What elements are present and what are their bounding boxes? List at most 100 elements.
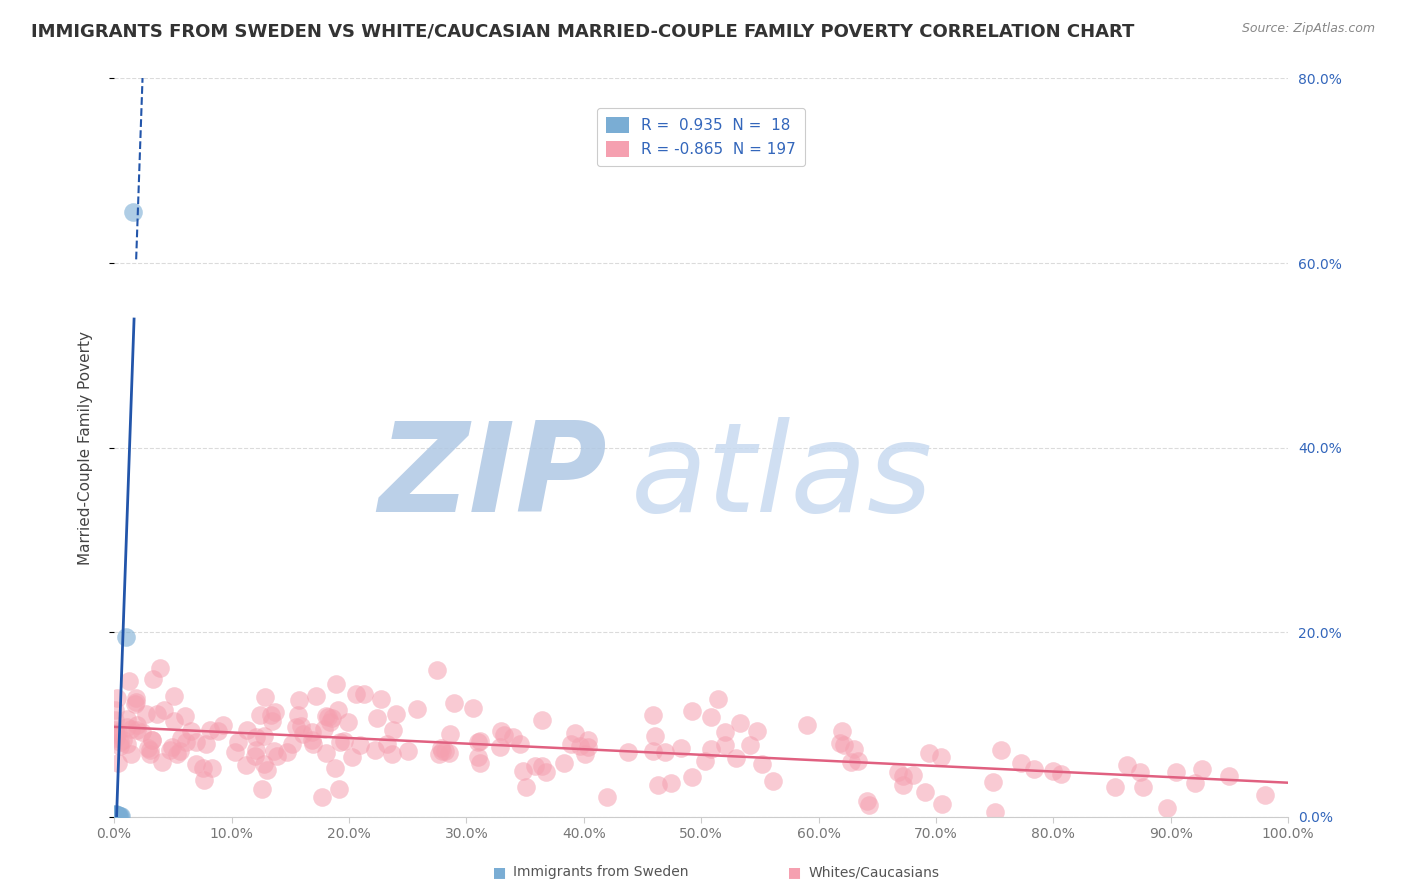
Text: atlas: atlas bbox=[631, 417, 932, 538]
Point bbox=[332, 734, 354, 748]
Point bbox=[430, 744, 453, 758]
Point bbox=[105, 807, 128, 822]
Point bbox=[163, 714, 186, 729]
Point bbox=[146, 707, 169, 722]
Point bbox=[104, 809, 127, 823]
Point bbox=[287, 693, 309, 707]
Point bbox=[152, 703, 174, 717]
Point bbox=[990, 743, 1012, 757]
Point bbox=[931, 797, 953, 811]
Point bbox=[643, 708, 665, 723]
Point bbox=[118, 674, 141, 689]
Point bbox=[328, 703, 350, 717]
Point bbox=[491, 724, 513, 739]
Point bbox=[918, 746, 941, 760]
Point bbox=[170, 731, 193, 745]
Point bbox=[136, 740, 159, 755]
Point bbox=[169, 743, 191, 757]
Point bbox=[745, 724, 768, 739]
Point bbox=[250, 782, 273, 797]
Point bbox=[981, 775, 1004, 789]
Point bbox=[1164, 765, 1187, 780]
Point bbox=[263, 744, 285, 758]
Point bbox=[659, 776, 682, 790]
Point bbox=[891, 769, 914, 783]
Point bbox=[263, 706, 285, 720]
Point bbox=[104, 703, 127, 717]
Point bbox=[509, 737, 531, 751]
Point bbox=[762, 773, 785, 788]
Point bbox=[141, 733, 163, 747]
Point bbox=[107, 725, 129, 739]
Point bbox=[120, 747, 142, 762]
Point bbox=[105, 690, 128, 705]
Point bbox=[714, 738, 737, 752]
Point bbox=[353, 687, 375, 701]
Point bbox=[1042, 764, 1064, 779]
Point bbox=[141, 732, 163, 747]
Point bbox=[194, 737, 217, 751]
Point bbox=[406, 702, 429, 716]
Point bbox=[463, 701, 485, 715]
Point bbox=[184, 735, 207, 749]
Point bbox=[530, 714, 553, 728]
Point bbox=[104, 808, 127, 822]
Point bbox=[1132, 780, 1154, 795]
Point bbox=[700, 710, 723, 724]
Point bbox=[751, 756, 773, 771]
Point bbox=[104, 808, 127, 822]
Point bbox=[364, 743, 387, 757]
Point bbox=[290, 719, 312, 733]
Point bbox=[344, 687, 367, 701]
Point bbox=[1049, 766, 1071, 780]
Point bbox=[467, 735, 489, 749]
Point bbox=[150, 755, 173, 769]
Point bbox=[560, 737, 582, 751]
Point bbox=[1010, 756, 1032, 771]
Point bbox=[193, 773, 215, 788]
Point bbox=[122, 205, 145, 219]
Point bbox=[245, 748, 267, 763]
Point bbox=[682, 770, 704, 784]
Point bbox=[184, 756, 207, 771]
Point bbox=[105, 808, 128, 822]
Text: ZIP: ZIP bbox=[378, 417, 607, 538]
Point bbox=[127, 723, 149, 738]
Point bbox=[211, 717, 233, 731]
Point bbox=[224, 745, 246, 759]
Point bbox=[576, 733, 599, 747]
Point bbox=[236, 723, 259, 737]
Point bbox=[253, 757, 276, 772]
Point bbox=[260, 708, 283, 723]
Point bbox=[104, 809, 127, 823]
Point bbox=[855, 794, 877, 808]
Point bbox=[467, 749, 489, 764]
Point bbox=[681, 704, 703, 718]
Point bbox=[740, 738, 762, 752]
Point bbox=[287, 707, 309, 722]
Text: ▪: ▪ bbox=[787, 863, 803, 882]
Point bbox=[377, 737, 399, 751]
Point bbox=[104, 807, 127, 822]
Point bbox=[574, 747, 596, 761]
Point bbox=[105, 809, 128, 823]
Point bbox=[834, 738, 856, 752]
Point bbox=[891, 777, 914, 791]
Point bbox=[1115, 758, 1137, 772]
Point bbox=[654, 745, 676, 759]
Point bbox=[104, 713, 127, 727]
Point bbox=[576, 739, 599, 754]
Point bbox=[325, 676, 347, 690]
Point bbox=[489, 740, 512, 755]
Point bbox=[104, 809, 127, 823]
Point bbox=[115, 712, 138, 726]
Point bbox=[254, 690, 277, 704]
Point bbox=[728, 716, 751, 731]
Point bbox=[104, 808, 127, 822]
Point bbox=[349, 739, 371, 753]
Point bbox=[180, 724, 202, 739]
Point bbox=[266, 749, 288, 764]
Point bbox=[515, 780, 537, 794]
Point bbox=[104, 726, 127, 740]
Point bbox=[110, 735, 132, 749]
